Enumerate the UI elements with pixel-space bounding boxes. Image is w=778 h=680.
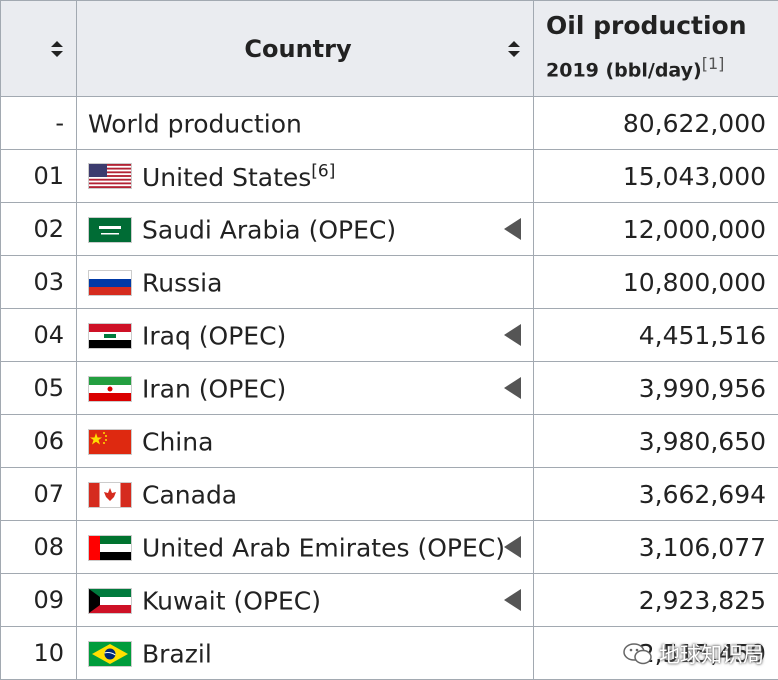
iran-flag-icon: [88, 376, 132, 402]
table-row: 06 China 3,980,650: [1, 415, 778, 468]
rank-cell: 06: [1, 415, 77, 468]
country-name-text: Canada: [142, 480, 237, 509]
iraq-flag-icon: [88, 323, 132, 349]
country-name-text: Iran (OPEC): [142, 374, 286, 403]
rank-header[interactable]: [1, 1, 77, 97]
table-row: -World production 80,622,000: [1, 97, 778, 150]
production-cell: 12,000,000: [534, 203, 778, 256]
oil-header-subtitle: 2019 (bbl/day)[1]: [546, 49, 778, 85]
country-header-label: Country: [244, 35, 351, 63]
country-name[interactable]: Brazil: [142, 639, 212, 668]
production-cell: 3,106,077: [534, 521, 778, 574]
production-cell: 80,622,000: [534, 97, 778, 150]
country-cell: Iran (OPEC): [77, 362, 534, 415]
country-name-text: United Arab Emirates (OPEC): [142, 533, 505, 562]
rank-cell: -: [1, 97, 77, 150]
rank-cell: 05: [1, 362, 77, 415]
production-cell: 2,923,825: [534, 574, 778, 627]
country-name[interactable]: United States[6]: [142, 163, 335, 192]
wechat-icon: [623, 642, 653, 666]
table-row: 02 Saudi Arabia (OPEC) 12,000,000: [1, 203, 778, 256]
production-cell: 10,800,000: [534, 256, 778, 309]
country-cell: Brazil: [77, 627, 534, 680]
production-cell: 3,980,650: [534, 415, 778, 468]
country-name-text: China: [142, 427, 213, 456]
country-cell: Iraq (OPEC): [77, 309, 534, 362]
sort-icon[interactable]: [507, 40, 521, 58]
sort-icon[interactable]: [50, 40, 64, 58]
production-cell: 3,662,694: [534, 468, 778, 521]
watermark-text: 地球知识局: [659, 639, 764, 669]
saudi-flag-icon: [88, 217, 132, 243]
header-row: Country Oil production 2019 (bbl/day)[1]: [1, 1, 778, 97]
reference-link[interactable]: [1]: [702, 54, 725, 73]
opec-marker-icon: [504, 589, 521, 611]
watermark: 地球知识局: [623, 639, 764, 669]
production-cell: 15,043,000: [534, 150, 778, 203]
country-cell: Canada: [77, 468, 534, 521]
country-cell: China: [77, 415, 534, 468]
rank-cell: 08: [1, 521, 77, 574]
russia-flag-icon: [88, 270, 132, 296]
country-name[interactable]: Russia: [142, 268, 222, 297]
country-cell: United Arab Emirates (OPEC): [77, 521, 534, 574]
opec-marker-icon: [504, 324, 521, 346]
rank-cell: 09: [1, 574, 77, 627]
production-cell: 3,990,956: [534, 362, 778, 415]
country-name[interactable]: Canada: [142, 480, 237, 509]
country-name-text: World production: [88, 109, 302, 138]
country-name-text: Russia: [142, 268, 222, 297]
oil-header-title: Oil production: [546, 11, 778, 41]
rank-cell: 03: [1, 256, 77, 309]
kuwait-flag-icon: [88, 588, 132, 614]
country-name[interactable]: Iraq (OPEC): [142, 321, 286, 350]
rank-cell: 07: [1, 468, 77, 521]
table-row: 01 United States[6] 15,043,000: [1, 150, 778, 203]
rank-cell: 01: [1, 150, 77, 203]
china-flag-icon: [88, 429, 132, 455]
country-name[interactable]: Saudi Arabia (OPEC): [142, 215, 396, 244]
table-row: 05 Iran (OPEC) 3,990,956: [1, 362, 778, 415]
table-row: 04 Iraq (OPEC) 4,451,516: [1, 309, 778, 362]
table-row: 09 Kuwait (OPEC) 2,923,825: [1, 574, 778, 627]
table-row: 08 United Arab Emirates (OPEC) 3,106,077: [1, 521, 778, 574]
country-cell: Saudi Arabia (OPEC): [77, 203, 534, 256]
rank-cell: 10: [1, 627, 77, 680]
table-row: 03 Russia 10,800,000: [1, 256, 778, 309]
rank-cell: 02: [1, 203, 77, 256]
canada-flag-icon: [88, 482, 132, 508]
country-name[interactable]: China: [142, 427, 213, 456]
rank-cell: 04: [1, 309, 77, 362]
country-name-text: United States: [142, 163, 311, 192]
country-cell: World production: [77, 97, 534, 150]
country-cell: Russia: [77, 256, 534, 309]
oil-production-header[interactable]: Oil production 2019 (bbl/day)[1]: [534, 1, 778, 97]
opec-marker-icon: [504, 218, 521, 240]
country-name-text: Iraq (OPEC): [142, 321, 286, 350]
uae-flag-icon: [88, 535, 132, 561]
country-name-text: Brazil: [142, 639, 212, 668]
brazil-flag-icon: [88, 641, 132, 667]
country-name[interactable]: United Arab Emirates (OPEC): [142, 533, 505, 562]
opec-marker-icon: [504, 536, 521, 558]
reference-link[interactable]: [6]: [311, 161, 335, 181]
country-name-text: Kuwait (OPEC): [142, 586, 321, 615]
country-name[interactable]: Iran (OPEC): [142, 374, 286, 403]
us-flag-icon: [88, 163, 132, 189]
country-cell: United States[6]: [77, 150, 534, 203]
opec-marker-icon: [504, 377, 521, 399]
table-row: 07 Canada 3,662,694: [1, 468, 778, 521]
country-name[interactable]: Kuwait (OPEC): [142, 586, 321, 615]
production-cell: 4,451,516: [534, 309, 778, 362]
country-name-text: Saudi Arabia (OPEC): [142, 215, 396, 244]
country-cell: Kuwait (OPEC): [77, 574, 534, 627]
country-header[interactable]: Country: [77, 1, 534, 97]
country-name: World production: [88, 109, 302, 138]
